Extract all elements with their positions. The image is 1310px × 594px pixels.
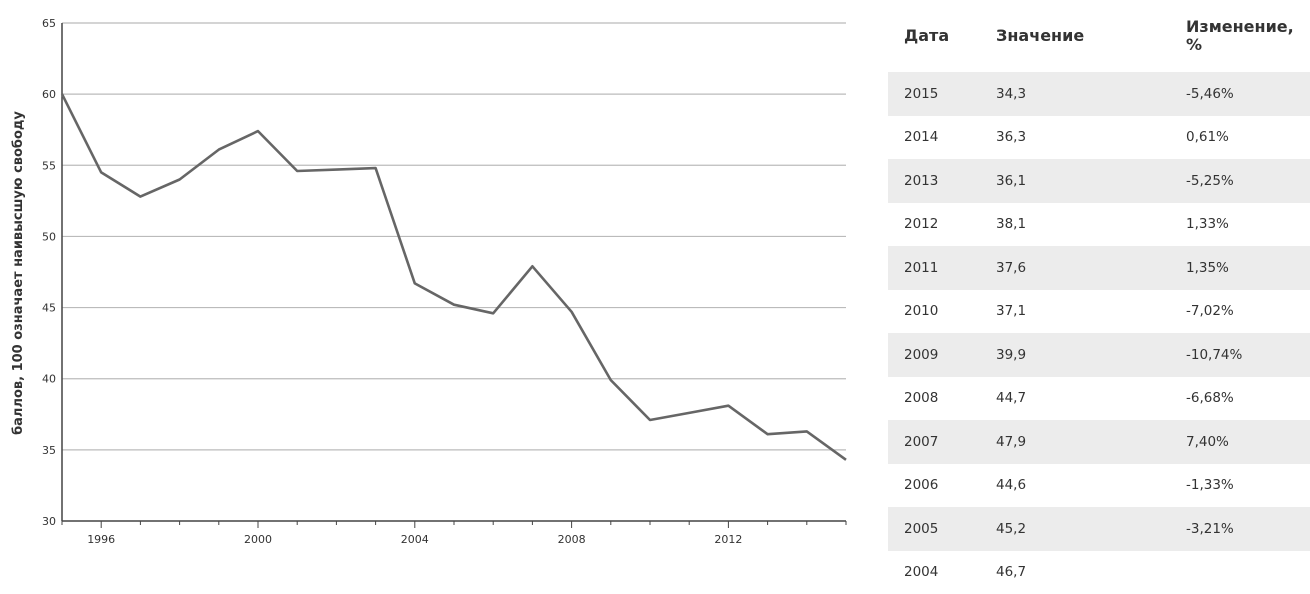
cell-date: 2007 (888, 434, 984, 450)
chart-canvas: 30 35 40 45 50 55 60 65 1996 2000 2004 2008 2012 ба… (0, 0, 860, 571)
cell-change: 0,61% (1182, 129, 1310, 145)
cell-date: 2010 (888, 303, 984, 319)
cell-value: 37,6 (984, 260, 1182, 276)
x-tick-label: 2000 (244, 533, 272, 546)
cell-value: 44,7 (984, 390, 1182, 406)
cell-date: 2004 (888, 564, 984, 580)
data-point (728, 405, 730, 407)
cell-change: -6,68% (1182, 390, 1310, 406)
data-point (532, 266, 534, 268)
cell-change: -3,21% (1182, 521, 1310, 537)
data-point (140, 196, 142, 198)
data-point (649, 419, 651, 421)
cell-value: 44,6 (984, 477, 1182, 493)
cell-date: 2008 (888, 390, 984, 406)
data-point (492, 312, 494, 314)
cell-value: 45,2 (984, 521, 1182, 537)
header-change-line1: Изменение, (1186, 17, 1294, 36)
cell-change: -1,33% (1182, 477, 1310, 493)
data-point (414, 283, 416, 285)
y-tick-label: 40 (42, 373, 56, 386)
header-change-line2: % (1186, 35, 1202, 54)
grid-lines (62, 23, 846, 450)
y-tick-label: 65 (42, 17, 56, 30)
cell-value: 34,3 (984, 86, 1182, 102)
header-date: Дата (888, 14, 984, 45)
cell-change: 1,33% (1182, 216, 1310, 232)
series-lines (61, 93, 847, 460)
data-point (100, 172, 102, 174)
x-tick-label: 2004 (401, 533, 429, 546)
cell-date: 2011 (888, 260, 984, 276)
cell-value: 39,9 (984, 347, 1182, 363)
cell-value: 37,1 (984, 303, 1182, 319)
data-point (218, 149, 220, 151)
cell-date: 2012 (888, 216, 984, 232)
cell-change: -7,02% (1182, 303, 1310, 319)
data-point (61, 93, 63, 95)
y-tick-label: 50 (42, 230, 56, 243)
cell-date: 2013 (888, 173, 984, 189)
cell-change: -5,25% (1182, 173, 1310, 189)
data-point (767, 433, 769, 435)
cell-value: 36,3 (984, 129, 1182, 145)
y-axis-label: баллов, 100 означает наивысшую свободу (11, 111, 26, 435)
cell-value: 38,1 (984, 216, 1182, 232)
data-point (610, 379, 612, 381)
data-point (296, 170, 298, 172)
cell-value: 36,1 (984, 173, 1182, 189)
data-point (375, 167, 377, 169)
cell-change: -5,46% (1182, 86, 1310, 102)
line-chart: 30 35 40 45 50 55 60 65 1996 2000 2004 2008 2012 ба… (0, 0, 860, 571)
x-tick-label: 1996 (87, 533, 115, 546)
x-tick-label: 2012 (714, 533, 742, 546)
cell-change: 1,35% (1182, 260, 1310, 276)
data-point (806, 431, 808, 433)
header-change: Изменение, % (1182, 14, 1310, 54)
data-point (336, 169, 338, 171)
cell-change: -10,74% (1182, 347, 1310, 363)
data-point (257, 130, 259, 132)
cell-date: 2005 (888, 521, 984, 537)
table-header: Дата Значение Изменение, % (888, 14, 1310, 72)
y-tick-label: 45 (42, 302, 56, 315)
y-tick-label: 35 (42, 444, 56, 457)
data-point (453, 304, 455, 306)
header-value: Значение (984, 14, 1182, 45)
x-tick-label: 2008 (558, 533, 586, 546)
y-tick-label: 30 (42, 515, 56, 528)
cell-value: 46,7 (984, 564, 1182, 580)
cell-date: 2015 (888, 86, 984, 102)
y-tick-label: 60 (42, 88, 56, 101)
x-tick-labels: 1996 2000 2004 2008 2012 (87, 533, 742, 546)
data-point (845, 459, 847, 461)
chart-axes (62, 23, 846, 528)
cell-date: 2014 (888, 129, 984, 145)
y-tick-labels: 30 35 40 45 50 55 60 65 (42, 17, 56, 528)
cell-date: 2006 (888, 477, 984, 493)
series-line (62, 94, 846, 460)
cell-change: 7,40% (1182, 434, 1310, 450)
data-point (179, 179, 181, 181)
data-point (571, 311, 573, 313)
cell-date: 2009 (888, 347, 984, 363)
data-point (688, 412, 690, 414)
y-tick-label: 55 (42, 159, 56, 172)
cell-value: 47,9 (984, 434, 1182, 450)
